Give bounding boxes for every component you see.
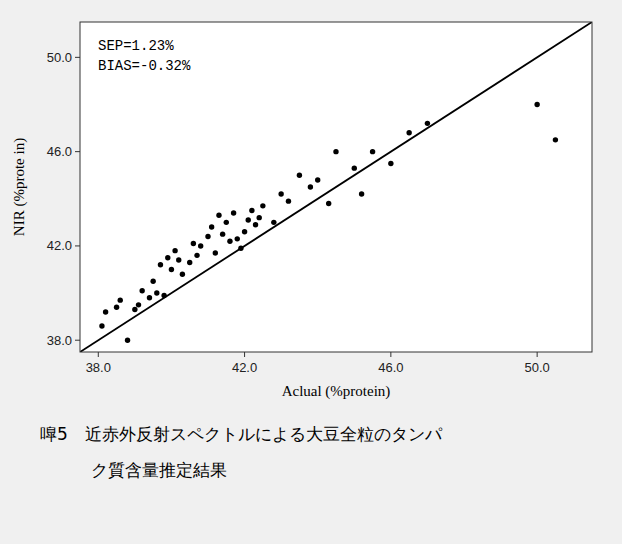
scatter-point xyxy=(326,201,331,206)
plot-frame xyxy=(80,22,592,352)
x-tick xyxy=(244,352,245,357)
scatter-point xyxy=(271,220,276,225)
caption: 嘷5 近赤外反射スペクトルによる大豆全粒のタンパ xyxy=(40,424,443,444)
scatter-point xyxy=(154,290,159,295)
scatter-point xyxy=(176,257,181,262)
y-tick-label: 42.0 xyxy=(47,238,72,253)
scatter-point xyxy=(136,302,141,307)
scatter-point xyxy=(246,217,251,222)
scatter-point xyxy=(216,213,221,218)
scatter-point xyxy=(352,165,357,170)
scatter-point xyxy=(132,307,137,312)
scatter-point xyxy=(172,248,177,253)
caption: ク質含量推定結果 xyxy=(40,460,227,480)
scatter-point xyxy=(180,272,185,277)
scatter-point xyxy=(227,239,232,244)
scatter-point xyxy=(278,191,283,196)
scatter-point xyxy=(370,149,375,154)
x-tick-label: 42.0 xyxy=(232,360,257,375)
scatter-point xyxy=(257,215,262,220)
scatter-point xyxy=(187,260,192,265)
identity-line xyxy=(80,22,592,352)
scatter-point xyxy=(224,220,229,225)
y-tick xyxy=(75,245,80,246)
scatter-point xyxy=(139,288,144,293)
scatter-point xyxy=(333,149,338,154)
scatter-point xyxy=(406,130,411,135)
y-tick-label: 46.0 xyxy=(47,144,72,159)
x-axis-label: Aclual (%protein) xyxy=(282,383,391,400)
data-layer xyxy=(80,22,592,352)
scatter-point xyxy=(198,243,203,248)
y-tick-label: 38.0 xyxy=(47,333,72,348)
scatter-point xyxy=(158,262,163,267)
scatter-point xyxy=(359,191,364,196)
scatter-point xyxy=(150,279,155,284)
y-tick-label: 50.0 xyxy=(47,50,72,65)
scatter-point xyxy=(388,161,393,166)
plot-area xyxy=(80,22,592,352)
scatter-point xyxy=(231,210,236,215)
scatter-point xyxy=(534,102,539,107)
scatter-point xyxy=(213,250,218,255)
scatter-point xyxy=(425,121,430,126)
scatter-point xyxy=(235,236,240,241)
scatter-point xyxy=(308,184,313,189)
scatter-point xyxy=(297,173,302,178)
scatter-point xyxy=(249,208,254,213)
scatter-point xyxy=(286,198,291,203)
scatter-point xyxy=(165,255,170,260)
x-tick xyxy=(390,352,391,357)
x-tick-label: 50.0 xyxy=(524,360,549,375)
scatter-point xyxy=(242,229,247,234)
annotation: BIAS=-0.32% xyxy=(98,58,191,74)
scatter-point xyxy=(147,295,152,300)
scatter-point xyxy=(553,137,558,142)
scatter-point xyxy=(114,305,119,310)
y-tick xyxy=(75,151,80,152)
y-axis-label: NIR (%prote in) xyxy=(11,138,28,236)
x-tick-label: 38.0 xyxy=(86,360,111,375)
scatter-point xyxy=(118,297,123,302)
scatter-point xyxy=(315,177,320,182)
scatter-point xyxy=(125,338,130,343)
scatter-point xyxy=(99,323,104,328)
scatter-point xyxy=(260,203,265,208)
y-tick xyxy=(75,340,80,341)
x-tick xyxy=(98,352,99,357)
x-tick-label: 46.0 xyxy=(378,360,403,375)
scatter-point xyxy=(220,231,225,236)
y-tick xyxy=(75,57,80,58)
scatter-point xyxy=(205,234,210,239)
scatter-point xyxy=(191,241,196,246)
chart: 38.0 42.0 46.0 50.0 38.0 42.0 46.0 50.0 SEP=1.23… xyxy=(0,0,622,544)
x-tick xyxy=(537,352,538,357)
scatter-point xyxy=(194,253,199,258)
scatter-point xyxy=(103,309,108,314)
annotation: SEP=1.23% xyxy=(98,38,174,54)
scatter-point xyxy=(169,267,174,272)
background xyxy=(0,0,622,544)
scatter-point xyxy=(253,222,258,227)
scatter-point xyxy=(209,224,214,229)
